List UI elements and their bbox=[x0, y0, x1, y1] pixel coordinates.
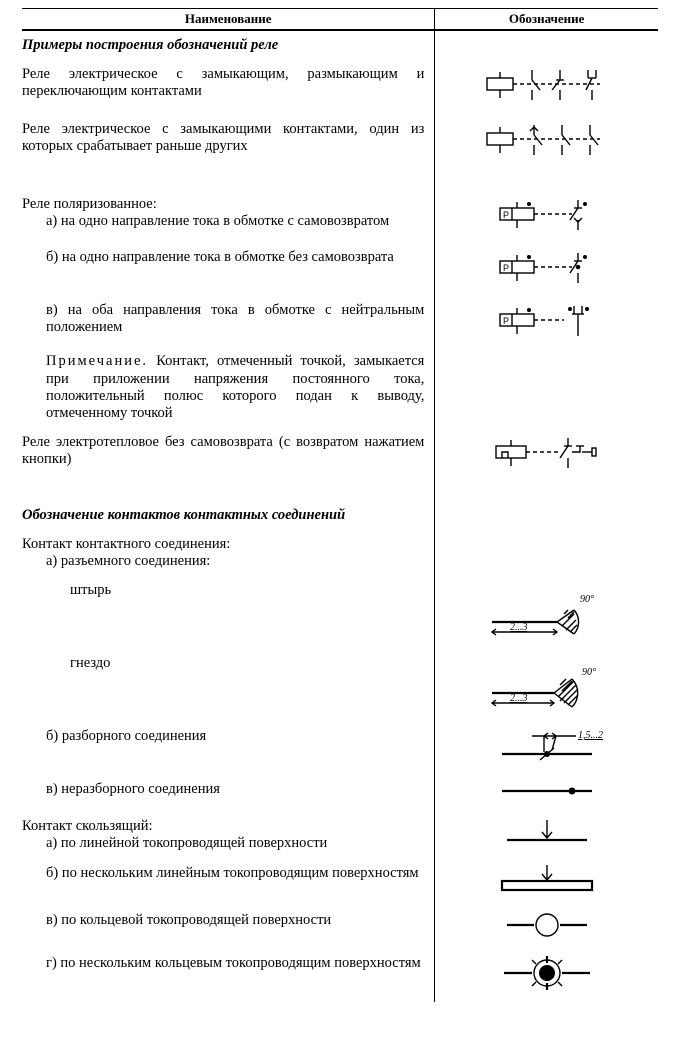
section2-title: Обозначение контактов контактных соедине… bbox=[22, 481, 435, 530]
svg-text:P: P bbox=[503, 263, 509, 273]
row-symbol bbox=[435, 906, 658, 949]
section1-title: Примеры построения обозначений реле bbox=[22, 30, 435, 60]
row-symbol bbox=[435, 115, 658, 170]
row-name: Контакт скользящий: а) по линейной токоп… bbox=[22, 812, 435, 859]
row-name: Реле электрическое с замыкающими контакт… bbox=[22, 115, 435, 170]
svg-text:90°: 90° bbox=[582, 667, 596, 678]
svg-text:2...3: 2...3 bbox=[510, 622, 528, 633]
svg-text:P: P bbox=[503, 210, 509, 220]
svg-text:P: P bbox=[503, 316, 509, 326]
svg-text:1,5...2: 1,5...2 bbox=[578, 730, 603, 741]
row-symbol bbox=[435, 60, 658, 115]
header-name: Наименование bbox=[22, 9, 435, 30]
row-symbol: P bbox=[435, 190, 658, 243]
symbols-table: Наименование Обозначение Примеры построе… bbox=[22, 9, 658, 1002]
row-symbol: P bbox=[435, 243, 658, 296]
svg-text:90°: 90° bbox=[580, 594, 594, 605]
row-symbol bbox=[435, 949, 658, 1002]
row-name: б) на одно направление тока в обмотке бе… bbox=[22, 243, 435, 296]
row-name: гнездо bbox=[22, 649, 435, 722]
row-name: Реле поляризованное: а) на одно направле… bbox=[22, 190, 435, 243]
row-symbol: P bbox=[435, 296, 658, 428]
row-symbol bbox=[435, 812, 658, 859]
row-name: б) разборного соединения bbox=[22, 722, 435, 775]
header-symbol: Обозначение bbox=[435, 9, 658, 30]
row-symbol bbox=[435, 775, 658, 812]
row-name: Контакт контактного соединения: а) разъе… bbox=[22, 530, 435, 576]
row-name: Реле электротепловое без самовозврата (с… bbox=[22, 428, 435, 481]
row-symbol: 1,5...2 bbox=[435, 722, 658, 775]
row-name: б) по нескольким линейным токопроводящим… bbox=[22, 859, 435, 906]
row-symbol: 2...3 90° bbox=[435, 576, 658, 649]
row-symbol: 2...3 90° bbox=[435, 649, 658, 722]
row-name: г) по нескольким кольцевым токопроводящи… bbox=[22, 949, 435, 1002]
row-name: штырь bbox=[22, 576, 435, 649]
svg-text:2...3: 2...3 bbox=[510, 693, 528, 704]
row-name: в) по кольцевой токопроводящей поверхнос… bbox=[22, 906, 435, 949]
row-symbol bbox=[435, 859, 658, 906]
row-name: Реле электрическое с замыкающим, размыка… bbox=[22, 60, 435, 115]
row-symbol bbox=[435, 428, 658, 481]
row-name: в) на оба направления тока в обмотке с н… bbox=[22, 296, 435, 428]
row-name: в) неразборного соединения bbox=[22, 775, 435, 812]
